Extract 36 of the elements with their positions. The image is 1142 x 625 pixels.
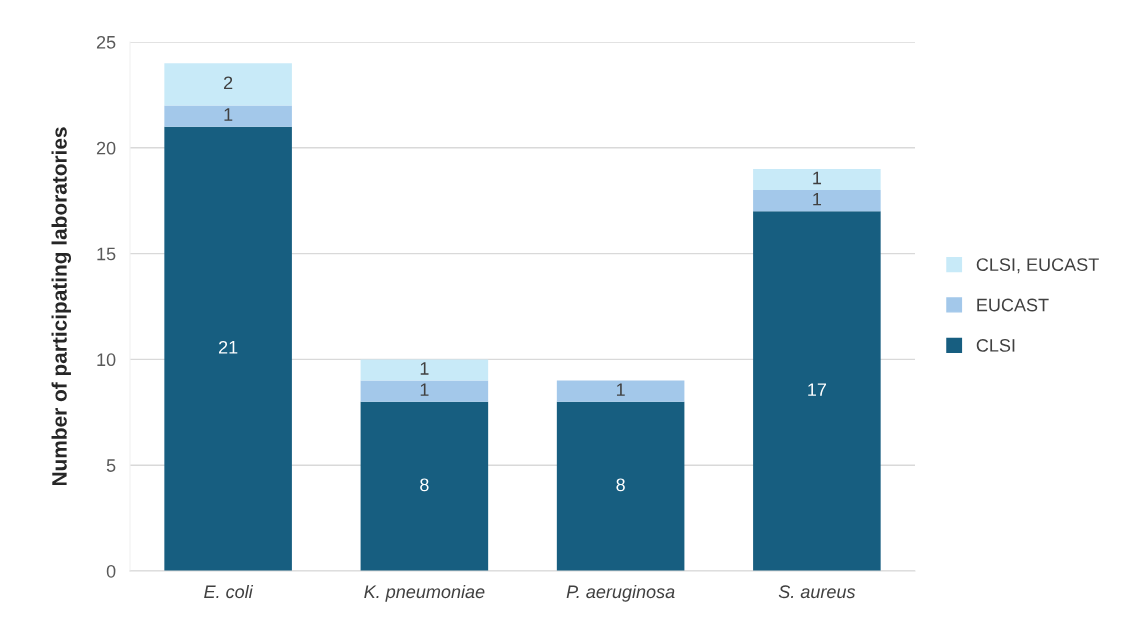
bar [360,359,489,381]
bar [556,380,685,402]
legend-label: CLSI [976,339,1015,352]
data-label: 21 [218,340,238,354]
bar [556,401,685,571]
data-label: 2 [224,76,233,89]
y-axis-title: Number of participating laboratories [51,127,72,486]
bar [753,190,881,212]
y-tick-label: 0 [106,564,116,578]
y-tick-label: 10 [97,353,116,367]
data-label: 8 [420,478,429,492]
y-tick-label: 25 [96,35,116,49]
legend-label: EUCAST [977,298,1049,312]
data-label: 17 [808,383,827,396]
x-tick-label: P. aeruginosa [566,584,675,602]
data-label: 8 [616,478,625,492]
bar [753,168,881,191]
y-tick-label: 5 [106,459,116,472]
y-tick-label: 15 [97,247,116,261]
data-label: 1 [420,383,429,396]
y-tick-label: 20 [96,141,116,155]
x-tick-label: S. aureus [778,585,856,599]
bar [360,380,489,402]
bar [164,105,292,127]
bar [164,63,292,106]
data-label: 1 [224,108,233,121]
data-label: 1 [813,171,822,185]
data-label: 1 [420,362,429,375]
data-label: 1 [813,192,822,206]
bar [360,401,489,571]
x-tick-label: K. pneumoniae [364,584,485,602]
data-label: 1 [616,383,625,396]
legend-label: CLSI, EUCAST [976,258,1099,274]
bar [164,126,292,571]
x-tick-label: E. coli [204,584,254,599]
bar [753,211,881,571]
